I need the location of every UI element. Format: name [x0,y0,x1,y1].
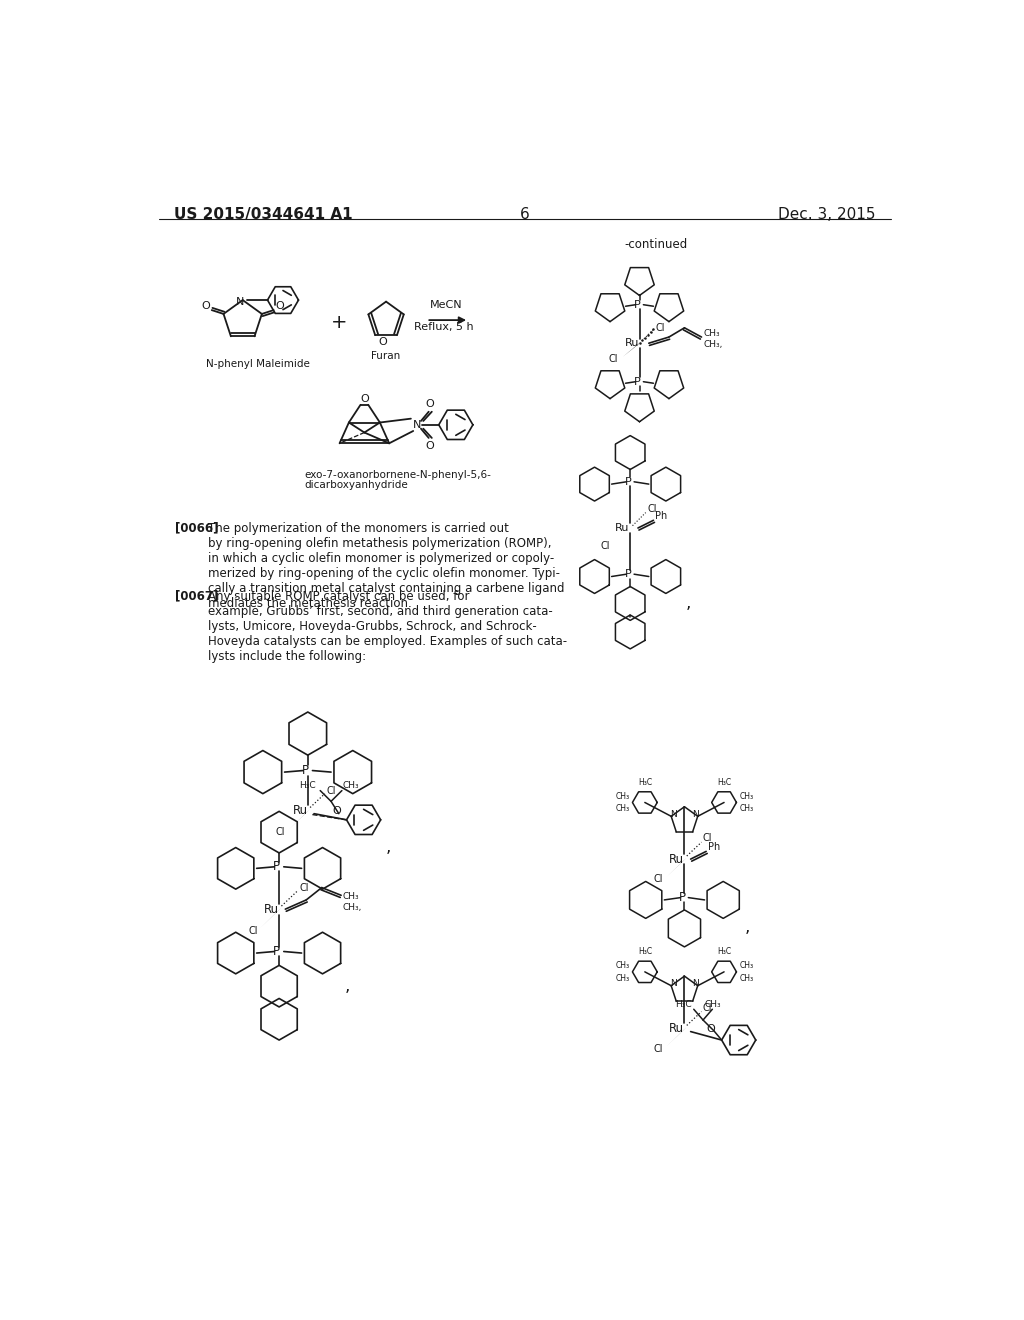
Text: CH₃: CH₃ [615,974,630,982]
Text: Ph: Ph [708,842,720,851]
Text: Dec. 3, 2015: Dec. 3, 2015 [777,207,876,222]
Text: CH₃: CH₃ [739,804,754,813]
Text: P: P [634,300,641,310]
Text: Cl: Cl [248,925,258,936]
Text: US 2015/0344641 A1: US 2015/0344641 A1 [174,207,353,222]
Text: CH₃: CH₃ [615,961,630,970]
Text: Furan: Furan [372,351,400,360]
Text: O: O [707,1024,715,1035]
Text: O: O [332,805,341,816]
Text: H₃C: H₃C [299,781,315,791]
Text: CH₃: CH₃ [739,792,754,801]
Text: N: N [670,809,677,818]
Text: Ru: Ru [293,804,307,817]
Polygon shape [288,809,310,830]
Text: Ru: Ru [264,903,279,916]
Text: O: O [360,395,369,404]
Text: Cl: Cl [647,504,656,513]
Text: 6: 6 [520,207,529,222]
Text: Cl: Cl [653,874,663,884]
Text: ,: , [385,838,391,855]
Polygon shape [666,1027,687,1047]
Text: Ru: Ru [615,523,630,533]
Text: exo-7-oxanorbornene-N-phenyl-5,6-: exo-7-oxanorbornene-N-phenyl-5,6- [305,470,492,480]
Text: N: N [692,809,698,818]
Text: Any suitable ROMP catalyst can be used, for
example, Grubbs’ first, second, and : Any suitable ROMP catalyst can be used, … [208,590,567,663]
Text: ,: , [344,977,349,995]
Text: CH₃,: CH₃, [703,341,723,348]
Text: Ph: Ph [655,511,668,520]
Text: N: N [413,420,421,430]
Text: MeCN: MeCN [429,300,462,310]
Text: Cl: Cl [702,833,712,843]
Text: CH₃: CH₃ [615,792,630,801]
Text: Cl: Cl [608,354,618,363]
Polygon shape [259,908,282,929]
Text: CH₃: CH₃ [739,961,754,970]
Text: P: P [625,477,631,487]
Text: CH₃: CH₃ [615,804,630,813]
Text: CH₃: CH₃ [343,781,359,791]
Text: Cl: Cl [653,1044,663,1053]
Text: N: N [236,297,244,308]
Text: [0067]: [0067] [174,590,218,603]
Text: H₃C: H₃C [717,777,731,787]
Text: Ru: Ru [669,1022,684,1035]
Text: CH₃: CH₃ [705,1001,721,1008]
Text: ,: , [686,594,691,612]
Text: O: O [379,338,387,347]
Text: O: O [202,301,210,312]
Text: O: O [425,441,434,450]
Text: Cl: Cl [327,785,336,796]
Text: CH₃,: CH₃, [343,903,362,912]
Text: +: + [331,313,347,331]
Text: P: P [625,569,631,579]
Text: ,: , [744,917,751,936]
Text: Cl: Cl [655,323,665,333]
Text: N: N [670,979,677,987]
Text: P: P [273,861,281,874]
Text: dicarboxyanhydride: dicarboxyanhydride [305,480,409,490]
Text: Reflux, 5 h: Reflux, 5 h [415,322,474,331]
Text: P: P [273,945,281,958]
Text: [0066]: [0066] [174,521,218,535]
Text: -continued: -continued [624,238,687,251]
Text: Ru: Ru [625,338,639,348]
Text: CH₃: CH₃ [343,892,359,902]
Text: Cl: Cl [275,828,285,837]
Text: Cl: Cl [299,883,309,892]
Text: CH₃: CH₃ [703,330,721,338]
Text: Cl: Cl [702,1003,712,1012]
Text: P: P [634,376,641,387]
Text: Ru: Ru [669,853,684,866]
Polygon shape [613,527,632,545]
Polygon shape [623,342,641,358]
Text: H₃C: H₃C [638,777,652,787]
Text: H₃C: H₃C [675,1001,691,1008]
Text: The polymerization of the monomers is carried out
by ring-opening olefin metathe: The polymerization of the monomers is ca… [208,521,564,610]
Text: N: N [692,979,698,987]
Text: Cl: Cl [601,541,610,552]
Text: H₃C: H₃C [638,948,652,957]
Polygon shape [666,858,687,878]
Text: N-phenyl Maleimide: N-phenyl Maleimide [206,359,309,368]
Text: H₃C: H₃C [717,948,731,957]
Text: P: P [679,891,686,904]
Text: P: P [302,764,309,777]
Text: O: O [275,301,284,312]
Text: O: O [425,399,434,409]
Text: CH₃: CH₃ [739,974,754,982]
